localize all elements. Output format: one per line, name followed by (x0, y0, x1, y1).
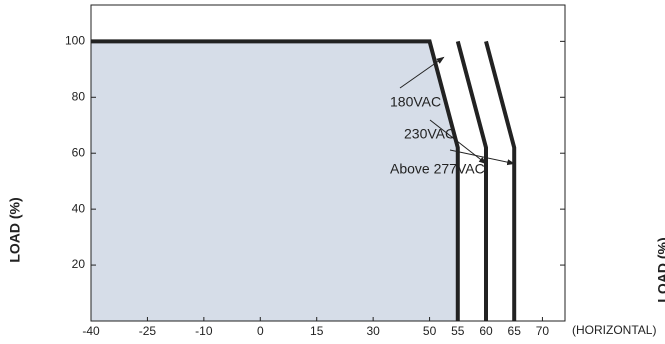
x-tick-label: -25 (139, 324, 157, 338)
y-tick-label: 20 (72, 257, 86, 271)
y-tick-label: 60 (72, 145, 86, 159)
curve (455, 40, 488, 321)
plot-frame (90, 4, 566, 322)
x-tick-label: -10 (195, 324, 213, 338)
x-tick-label: 65 (508, 324, 522, 338)
series-label: 180VAC (390, 94, 441, 110)
y-axis-label: LOAD (%) (7, 197, 23, 262)
y-tick-label: 40 (72, 201, 86, 215)
series-arrow (429, 119, 487, 165)
x-tick-label: 15 (310, 324, 324, 338)
x-tick-label: -40 (82, 324, 100, 338)
curve (91, 39, 460, 321)
x-tick-label: 30 (366, 324, 380, 338)
y-tick-label: 80 (72, 89, 86, 103)
x-tick-label: 70 (536, 324, 550, 338)
y-axis-label-clipped: LOAD (%) (655, 237, 665, 302)
x-tick-label: 50 (423, 324, 437, 338)
x-tick-label: 55 (451, 324, 465, 338)
series-arrow (399, 56, 445, 89)
y-tick-label: 100 (65, 34, 85, 48)
x-tick-label: 60 (479, 324, 493, 338)
series-label: Above 277VAC (390, 161, 485, 177)
series-arrow (449, 149, 516, 166)
x-axis-label: (HORIZONTAL) (572, 323, 656, 337)
area (91, 41, 458, 322)
x-tick-label: 0 (257, 324, 264, 338)
curve (484, 40, 517, 321)
